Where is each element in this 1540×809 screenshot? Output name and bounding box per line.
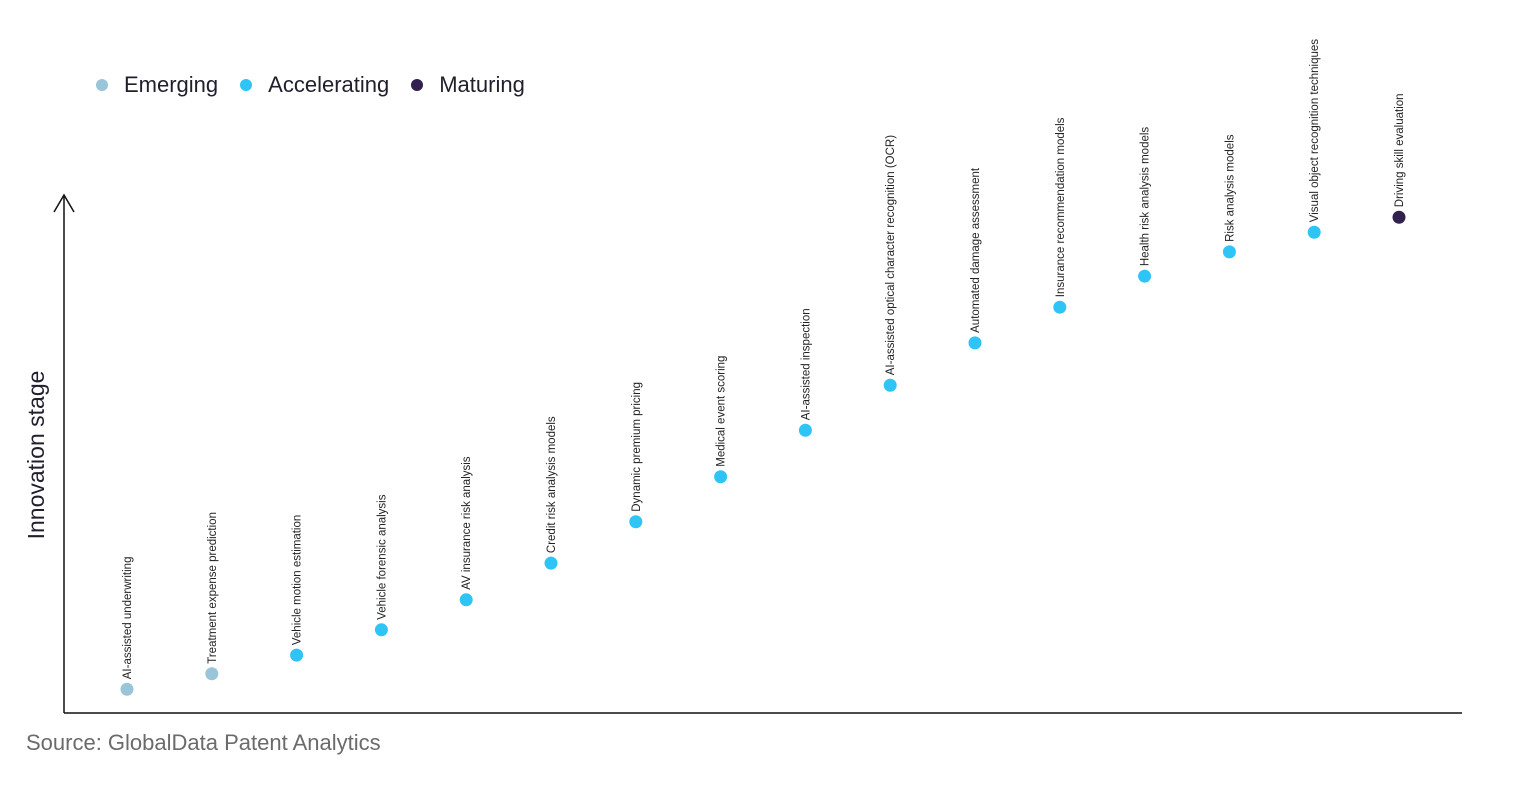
data-label: AV insurance risk analysis xyxy=(461,456,473,590)
data-label: Risk analysis models xyxy=(1224,134,1236,242)
data-label: Vehicle forensic analysis xyxy=(376,494,388,620)
data-point xyxy=(629,515,643,529)
data-label: AI-assisted optical character recognitio… xyxy=(885,135,897,375)
legend-label: Maturing xyxy=(439,72,525,97)
source-note: Source: GlobalData Patent Analytics xyxy=(26,730,381,755)
data-label: Insurance recommendation models xyxy=(1055,117,1067,297)
data-point xyxy=(968,336,982,350)
data-label: Medical event scoring xyxy=(716,356,728,467)
data-point xyxy=(290,648,304,662)
data-point xyxy=(883,378,897,392)
data-point xyxy=(1307,225,1321,239)
data-point xyxy=(714,470,728,484)
data-label: Vehicle motion estimation xyxy=(292,515,304,645)
legend: Emerging Accelerating Maturing xyxy=(96,72,547,98)
legend-item-accelerating: Accelerating xyxy=(240,72,389,98)
y-axis-arrow-icon xyxy=(53,193,75,213)
legend-item-maturing: Maturing xyxy=(411,72,525,98)
data-label: AI-assisted inspection xyxy=(800,308,812,420)
y-axis-label: Innovation stage xyxy=(23,371,49,540)
legend-label: Emerging xyxy=(124,72,219,97)
legend-marker xyxy=(411,79,424,91)
data-point xyxy=(1138,269,1152,283)
data-label: Driving skill evaluation xyxy=(1394,93,1406,207)
data-label: Visual object recognition techniques xyxy=(1309,39,1321,223)
data-label: Automated damage assessment xyxy=(970,167,982,333)
data-label: AI-assisted underwriting xyxy=(122,557,134,680)
legend-label: Accelerating xyxy=(268,72,390,97)
data-point xyxy=(1392,210,1406,224)
data-point xyxy=(374,623,388,637)
data-label: Treatment expense prediction xyxy=(207,512,219,664)
data-point xyxy=(120,682,134,696)
data-point xyxy=(544,556,558,570)
data-point xyxy=(205,667,219,681)
legend-marker xyxy=(240,79,253,91)
data-label: Credit risk analysis models xyxy=(546,416,558,553)
data-point xyxy=(459,593,473,607)
data-point xyxy=(1053,300,1067,314)
legend-item-emerging: Emerging xyxy=(96,72,218,98)
data-label: Dynamic premium pricing xyxy=(631,382,643,512)
legend-marker xyxy=(96,79,108,91)
data-point xyxy=(798,423,812,437)
data-point xyxy=(1222,245,1236,259)
data-label: Health risk analysis models xyxy=(1140,127,1152,267)
